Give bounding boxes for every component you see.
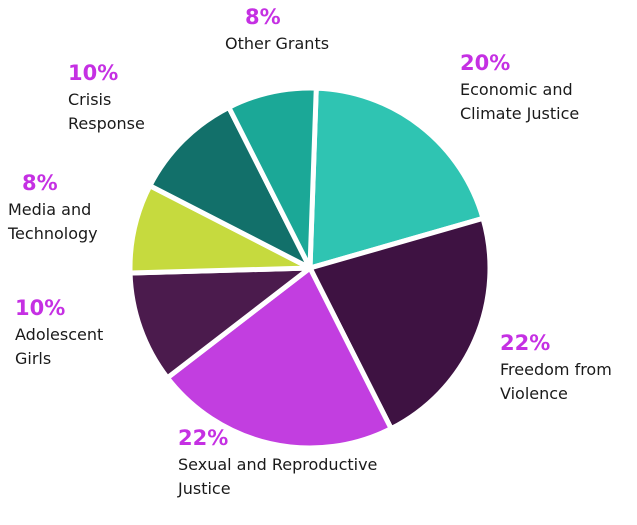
percent-label: 10%: [15, 296, 66, 320]
category-label: Adolescent Girls: [15, 325, 104, 368]
slice-label: 10% Crisis Response: [68, 58, 158, 136]
slice-label: 22% Sexual and Reproductive Justice: [178, 423, 398, 501]
percent-label: 20%: [460, 51, 511, 75]
slice-label: 8% Other Grants: [225, 2, 365, 56]
pie-slice: [307, 85, 487, 272]
category-label: Economic and Climate Justice: [460, 80, 580, 123]
percent-label: 8%: [245, 5, 281, 29]
category-label: Sexual and Reproductive Justice: [178, 455, 378, 498]
pie-slice: [146, 103, 316, 274]
pie-slice: [225, 85, 319, 270]
percent-label: 22%: [500, 331, 551, 355]
slice-label: 10% Adolescent Girls: [15, 293, 125, 371]
category-label: Media and Technology: [8, 200, 98, 243]
percent-label: 8%: [22, 171, 58, 195]
pie-slice: [127, 265, 318, 382]
percent-label: 22%: [178, 426, 229, 450]
pie-slice: [306, 215, 493, 433]
slice-label: 22% Freedom from Violence: [500, 328, 630, 406]
slice-label: 8% Media and Technology: [8, 168, 126, 246]
pie-slice: [163, 264, 395, 451]
category-label: Other Grants: [225, 34, 330, 53]
percent-label: 10%: [68, 61, 119, 85]
category-label: Freedom from Violence: [500, 360, 612, 403]
category-label: Crisis Response: [68, 90, 145, 133]
slice-label: 20% Economic and Climate Justice: [460, 48, 600, 126]
